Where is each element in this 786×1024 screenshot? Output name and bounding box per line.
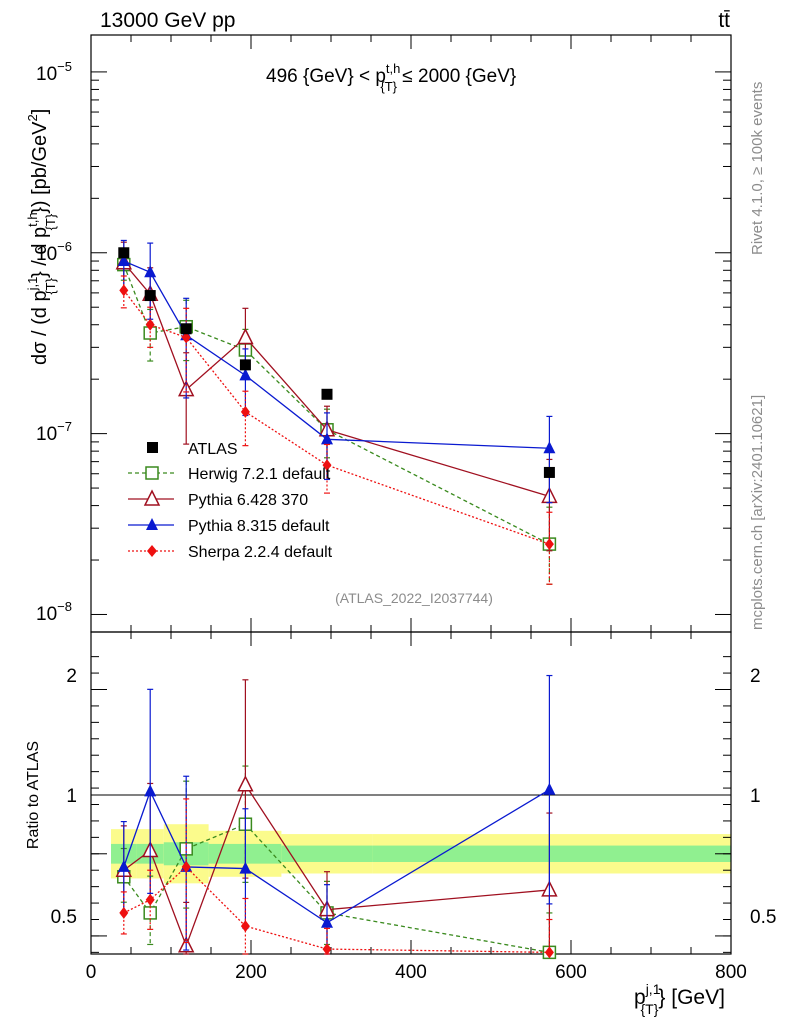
ratio-tick-label-0.5-left: 0.5 bbox=[51, 907, 77, 928]
main-point-2-0 bbox=[117, 254, 130, 267]
ratio-point-2-3 bbox=[239, 861, 252, 874]
atlas-point-3 bbox=[239, 359, 251, 371]
ratio-point-2-5 bbox=[543, 782, 556, 795]
x-tick-label-600: 600 bbox=[555, 962, 587, 983]
process-label: tt̄ bbox=[718, 9, 730, 32]
main-line-2 bbox=[123, 260, 550, 449]
axis-ticks bbox=[90, 35, 732, 954]
beam-label: 13000 GeV pp bbox=[100, 9, 235, 32]
band-stat-5 bbox=[372, 845, 731, 862]
atlas-point-4 bbox=[321, 388, 333, 400]
legend: ATLAS Herwig 7.2.1 default Pythia 6.428 … bbox=[128, 441, 333, 561]
ratio-point-0-1 bbox=[143, 906, 157, 920]
x-tick-label-0: 0 bbox=[86, 962, 97, 983]
x-tick-label-400: 400 bbox=[395, 962, 427, 983]
analysis-id: (ATLAS_2022_I2037744) bbox=[335, 590, 493, 606]
ratio-point-2-4 bbox=[321, 915, 333, 928]
ratio-line-2 bbox=[123, 789, 550, 924]
legend-label-sherpa: Sherpa 2.2.4 default bbox=[188, 544, 333, 561]
ratio-tick-label-1-right: 1 bbox=[750, 786, 761, 807]
rivet-version: Rivet 4.1.0, ≥ 100k events bbox=[749, 82, 766, 255]
atlas-point-2 bbox=[180, 323, 192, 335]
atlas-point-1 bbox=[144, 290, 156, 302]
ratio-series bbox=[115, 674, 558, 960]
cut-label: 496 {GeV} < pt,h {T} ≤ 2000 {GeV} bbox=[266, 61, 516, 94]
legend-label-pythia6: Pythia 6.428 370 bbox=[188, 492, 308, 509]
main-series bbox=[115, 239, 558, 585]
x-tick-label-200: 200 bbox=[235, 962, 267, 983]
band-stat-4 bbox=[281, 845, 373, 862]
atlas-point-5 bbox=[543, 466, 555, 478]
main-point-1-3 bbox=[237, 327, 254, 345]
ratio-point-3-2 bbox=[181, 860, 191, 873]
main-point-3-1 bbox=[145, 318, 155, 331]
legend-marker-atlas bbox=[147, 442, 158, 453]
legend-label-herwig: Herwig 7.2.1 default bbox=[188, 466, 331, 483]
legend-label-atlas: ATLAS bbox=[188, 441, 238, 458]
x-axis-label: pj,1 {T}} [GeV] bbox=[634, 981, 725, 1017]
main-point-3-4 bbox=[322, 459, 332, 472]
ratio-tick-label-2-left: 2 bbox=[66, 666, 77, 687]
ratio-point-2-0 bbox=[117, 859, 130, 872]
main-point-3-5 bbox=[544, 538, 554, 551]
legend-marker-pythia8 bbox=[146, 518, 158, 530]
legend-marker-pythia6 bbox=[143, 489, 161, 506]
main-y-axis-label: dσ / (d pj,1 {T}} / d pt,h {T}}) [pb/GeV2] bbox=[25, 109, 58, 365]
main-point-2-5 bbox=[543, 441, 556, 454]
ratio-point-3-0 bbox=[119, 906, 129, 919]
ratio-point-3-3 bbox=[240, 920, 250, 933]
y-tick-label-1e-8: 10−8 bbox=[36, 599, 72, 625]
ratio-point-1-3 bbox=[237, 775, 254, 792]
main-point-2-3 bbox=[239, 368, 252, 381]
atlas-uncertainty-bands bbox=[111, 824, 731, 884]
main-point-2-4 bbox=[321, 432, 333, 445]
y-tick-label-1e-7: 10−7 bbox=[36, 419, 72, 445]
y-tick-label-1e-6: 10−6 bbox=[36, 239, 72, 265]
main-point-3-2 bbox=[181, 331, 191, 344]
legend-marker-herwig bbox=[145, 466, 159, 480]
ratio-plot-frame bbox=[90, 631, 732, 955]
legend-marker-sherpa bbox=[147, 545, 157, 557]
main-line-3 bbox=[123, 289, 550, 545]
main-point-2-1 bbox=[144, 265, 157, 278]
ratio-tick-label-2-right: 2 bbox=[750, 666, 761, 687]
ratio-point-3-4 bbox=[322, 943, 332, 956]
main-point-3-0 bbox=[119, 284, 129, 297]
ratio-y-axis-label: Ratio to ATLAS bbox=[25, 741, 42, 849]
ratio-point-2-1 bbox=[144, 784, 157, 797]
x-tick-label-800: 800 bbox=[715, 962, 747, 983]
ratio-point-3-5 bbox=[544, 946, 554, 959]
main-line-0 bbox=[123, 264, 550, 545]
mcplots-credit: mcplots.cern.ch [arXiv:2401.10621] bbox=[749, 395, 766, 630]
ratio-tick-label-1-left: 1 bbox=[66, 786, 77, 807]
legend-label-pythia8: Pythia 8.315 default bbox=[188, 518, 330, 535]
atlas-point-0 bbox=[118, 247, 130, 259]
ratio-line-3 bbox=[123, 866, 550, 954]
main-point-3-3 bbox=[240, 405, 250, 418]
y-tick-label-1e-5: 10−5 bbox=[36, 59, 72, 85]
ratio-tick-label-0.5-right: 0.5 bbox=[750, 907, 776, 928]
ratio-point-3-1 bbox=[145, 893, 155, 906]
